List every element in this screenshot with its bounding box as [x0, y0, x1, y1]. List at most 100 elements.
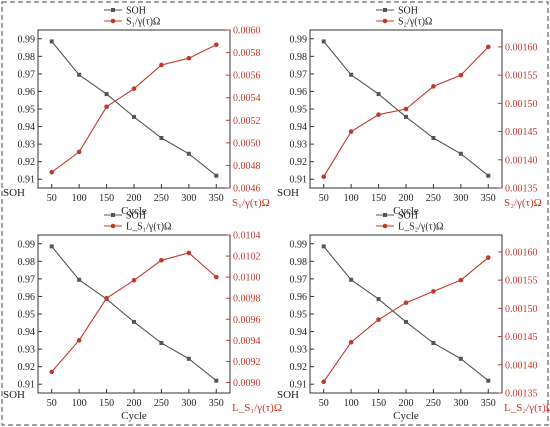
x-tick-label: 50: [319, 398, 329, 409]
legend-marker: [110, 223, 116, 229]
left-tick-label: 0.95: [18, 105, 36, 116]
series-point: [458, 356, 463, 361]
chart-panel-2: 0.91 0.92 0.93 0.94 0.95 0.96 0.97 0.98 0.99 0.00…: [277, 6, 542, 218]
right-axis-label: L_S₂/γ(τ)Ω: [504, 402, 550, 414]
series-point: [321, 174, 327, 180]
x-tick-label: 100: [72, 193, 87, 204]
left-tick-label: 0.94: [18, 327, 36, 338]
right-axis-label: L_S₁/γ(τ)Ω: [232, 402, 282, 414]
series-point: [159, 257, 164, 263]
left-tick-label: 0.99: [290, 239, 308, 250]
left-tick-label: 0.95: [290, 105, 308, 116]
x-tick-label: 100: [72, 398, 87, 409]
right-tick-label: 0.0046: [233, 184, 261, 195]
series-point: [186, 151, 191, 156]
series-point: [431, 340, 436, 345]
series-point: [49, 369, 55, 375]
series-point: [376, 92, 381, 97]
series-point: [458, 151, 463, 156]
x-axis-label: Cycle: [121, 205, 147, 217]
series-point: [214, 173, 219, 178]
series-point: [76, 338, 82, 343]
left-tick-label: 0.94: [18, 122, 36, 133]
x-tick-label: 300: [181, 193, 196, 204]
series-point: [159, 135, 164, 140]
left-tick-label: 0.96: [290, 292, 308, 303]
legend-label: L_S₂/γ(τ)Ω: [398, 222, 443, 233]
left-tick-label: 0.92: [290, 362, 308, 373]
series-point: [458, 72, 464, 78]
right-tick-label: 0.0060: [233, 26, 261, 37]
right-tick-label: 0.0102: [233, 252, 261, 263]
series-line-2: [51, 252, 217, 373]
legend-label: S₁/γ(τ)Ω: [126, 17, 160, 28]
left-tick-label: 0.91: [290, 175, 308, 186]
x-tick-label: 50: [47, 193, 57, 204]
left-tick-label: 0.97: [290, 274, 308, 285]
series-point: [404, 319, 408, 324]
x-tick-label: 200: [127, 193, 142, 204]
x-tick-label: 100: [344, 398, 359, 409]
legend-label: SOH: [126, 211, 146, 222]
series-point: [376, 297, 381, 302]
legend-label: SOH: [126, 6, 146, 17]
series-point: [49, 39, 54, 44]
series-point: [485, 44, 491, 50]
x-tick-label: 200: [127, 398, 142, 409]
left-tick-label: 0.97: [18, 274, 36, 285]
right-tick-label: 0.0092: [233, 357, 261, 368]
x-axis-label: Cycle: [393, 205, 419, 217]
x-tick-label: 100: [344, 193, 359, 204]
series-point: [186, 250, 192, 256]
left-axis-label: SOH: [3, 187, 25, 199]
left-tick-label: 0.97: [18, 69, 36, 80]
x-tick-label: 250: [154, 398, 169, 409]
left-tick-label: 0.96: [18, 292, 36, 303]
right-tick-label: 0.00150: [505, 304, 538, 315]
x-tick-label: 350: [209, 193, 224, 204]
right-tick-label: 0.0058: [233, 48, 261, 59]
left-tick-label: 0.91: [18, 380, 36, 391]
legend-marker: [382, 18, 388, 24]
x-tick-label: 150: [371, 398, 386, 409]
series-point: [485, 255, 491, 260]
x-tick-label: 250: [426, 193, 441, 204]
legend-label: SOH: [398, 211, 418, 222]
series-point: [431, 289, 436, 294]
right-axis-label: S₂/γ(τ)Ω: [504, 197, 542, 209]
series-point: [49, 244, 54, 249]
legend-marker: [111, 8, 115, 12]
x-tick-label: 150: [371, 193, 386, 204]
x-axis-label: Cycle: [121, 410, 147, 422]
left-tick-label: 0.96: [290, 87, 308, 98]
right-tick-label: 0.0096: [233, 315, 261, 326]
left-tick-label: 0.98: [290, 52, 308, 63]
x-tick-label: 200: [399, 193, 414, 204]
right-tick-label: 0.0094: [233, 336, 261, 347]
series-point: [348, 129, 354, 134]
series-point: [404, 114, 408, 119]
series-point: [213, 274, 219, 280]
right-tick-label: 0.0052: [233, 116, 261, 127]
left-tick-label: 0.96: [18, 87, 36, 98]
series-point: [376, 317, 381, 322]
left-axis-label: SOH: [3, 389, 25, 401]
right-axis-label: S₁/γ(τ)Ω: [232, 197, 270, 209]
left-tick-label: 0.93: [290, 140, 308, 151]
series-point: [132, 319, 136, 324]
right-tick-label: 0.0056: [233, 71, 261, 82]
left-tick-label: 0.93: [18, 140, 36, 151]
x-tick-label: 300: [181, 398, 196, 409]
right-tick-label: 0.00155: [505, 276, 538, 287]
x-tick-label: 300: [453, 398, 468, 409]
left-tick-label: 0.94: [290, 327, 308, 338]
series-point: [77, 72, 82, 77]
right-tick-label: 0.0104: [233, 231, 261, 242]
legend-marker: [111, 213, 115, 217]
series-point: [186, 55, 192, 61]
series-point: [186, 356, 191, 361]
right-tick-label: 0.00135: [505, 389, 538, 400]
legend-marker: [383, 8, 387, 12]
legend-marker: [382, 223, 388, 229]
